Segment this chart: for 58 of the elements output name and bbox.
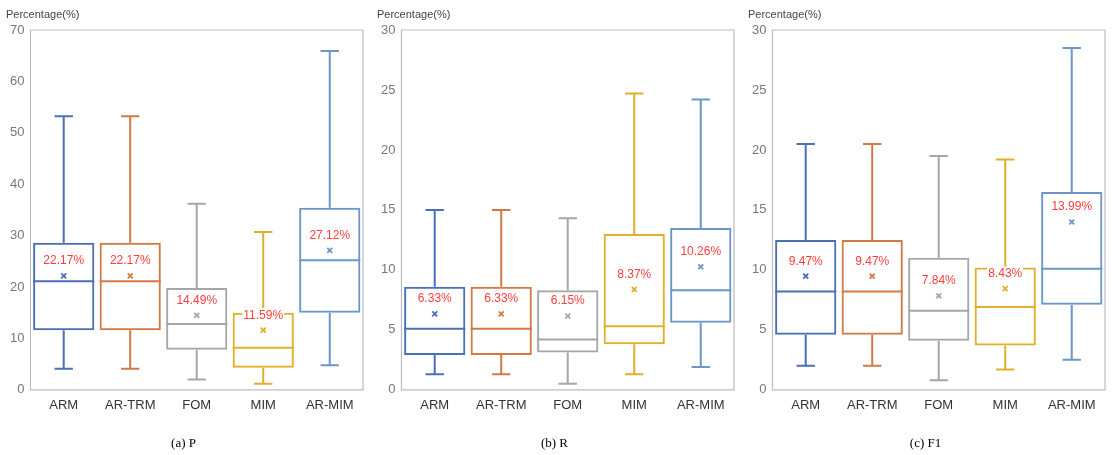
x-tick-label: AR-TRM <box>846 397 898 413</box>
x-tick-label: ARM <box>420 397 450 413</box>
x-tick-label: MIM <box>992 397 1018 413</box>
x-tick-label: AR-MIM <box>1047 397 1096 413</box>
x-tick-label: AR-TRM <box>104 397 156 413</box>
x-tick-label: FOM <box>553 397 583 413</box>
y-tick-label: 10 <box>751 261 767 277</box>
y-tick-label: 10 <box>380 261 396 277</box>
annotation: 11.59% <box>243 307 284 322</box>
annotation: 6.33% <box>484 291 519 306</box>
y-tick-label: 0 <box>17 381 25 397</box>
y-axis-title: Percentage(%) <box>377 7 451 20</box>
y-tick-label: 40 <box>9 175 25 191</box>
y-axis-title: Percentage(%) <box>748 7 822 20</box>
text: (b) R <box>540 434 569 450</box>
y-tick-label: 25 <box>380 81 396 97</box>
annotation: 22.17% <box>109 253 151 268</box>
x-tick-label: ARM <box>791 397 821 413</box>
x-tick-label: MIM <box>250 397 276 413</box>
annotation: 13.99% <box>1051 199 1093 214</box>
y-tick-label: 10 <box>9 329 25 345</box>
y-tick-label: 15 <box>751 201 767 217</box>
x-tick-label: AR-MIM <box>676 397 725 413</box>
annotation: 27.12% <box>309 227 351 242</box>
y-tick-label: 25 <box>751 81 767 97</box>
y-axis-title: Percentage(%) <box>6 7 80 20</box>
annotation: 8.37% <box>617 266 652 281</box>
y-tick-label: 5 <box>759 321 767 337</box>
x-tick-label: FOM <box>182 397 212 413</box>
y-tick-label: 20 <box>380 141 396 157</box>
x-tick-label: AR-MIM <box>305 397 354 413</box>
y-tick-label: 0 <box>759 381 767 397</box>
y-tick-label: 30 <box>9 227 25 243</box>
annotation: 7.84% <box>921 273 957 288</box>
annotation: 10.26% <box>680 244 722 259</box>
annotation: 6.33% <box>417 291 453 306</box>
y-tick-label: 20 <box>751 141 767 157</box>
y-tick-label: 20 <box>9 278 25 294</box>
annotation: 8.43% <box>988 266 1023 281</box>
y-tick-label: 15 <box>380 201 396 217</box>
x-tick-label: ARM <box>49 397 79 413</box>
annotation: 9.47% <box>855 253 890 268</box>
text: (c) F1 <box>909 434 942 450</box>
annotation: 14.49% <box>176 292 218 307</box>
x-tick-label: MIM <box>621 397 647 413</box>
y-tick-label: 50 <box>9 124 25 140</box>
y-tick-label: 5 <box>388 321 396 337</box>
x-tick-label: FOM <box>924 397 954 413</box>
text: (a) P <box>171 434 196 450</box>
annotation: 22.17% <box>43 253 85 268</box>
y-tick-label: 60 <box>9 72 25 88</box>
y-tick-label: 30 <box>751 21 767 37</box>
y-tick-label: 0 <box>388 381 396 397</box>
annotation: 6.15% <box>550 293 586 308</box>
y-tick-label: 30 <box>380 21 396 37</box>
y-tick-label: 70 <box>9 21 25 37</box>
x-tick-label: AR-TRM <box>475 397 527 413</box>
annotation: 9.47% <box>788 253 824 268</box>
